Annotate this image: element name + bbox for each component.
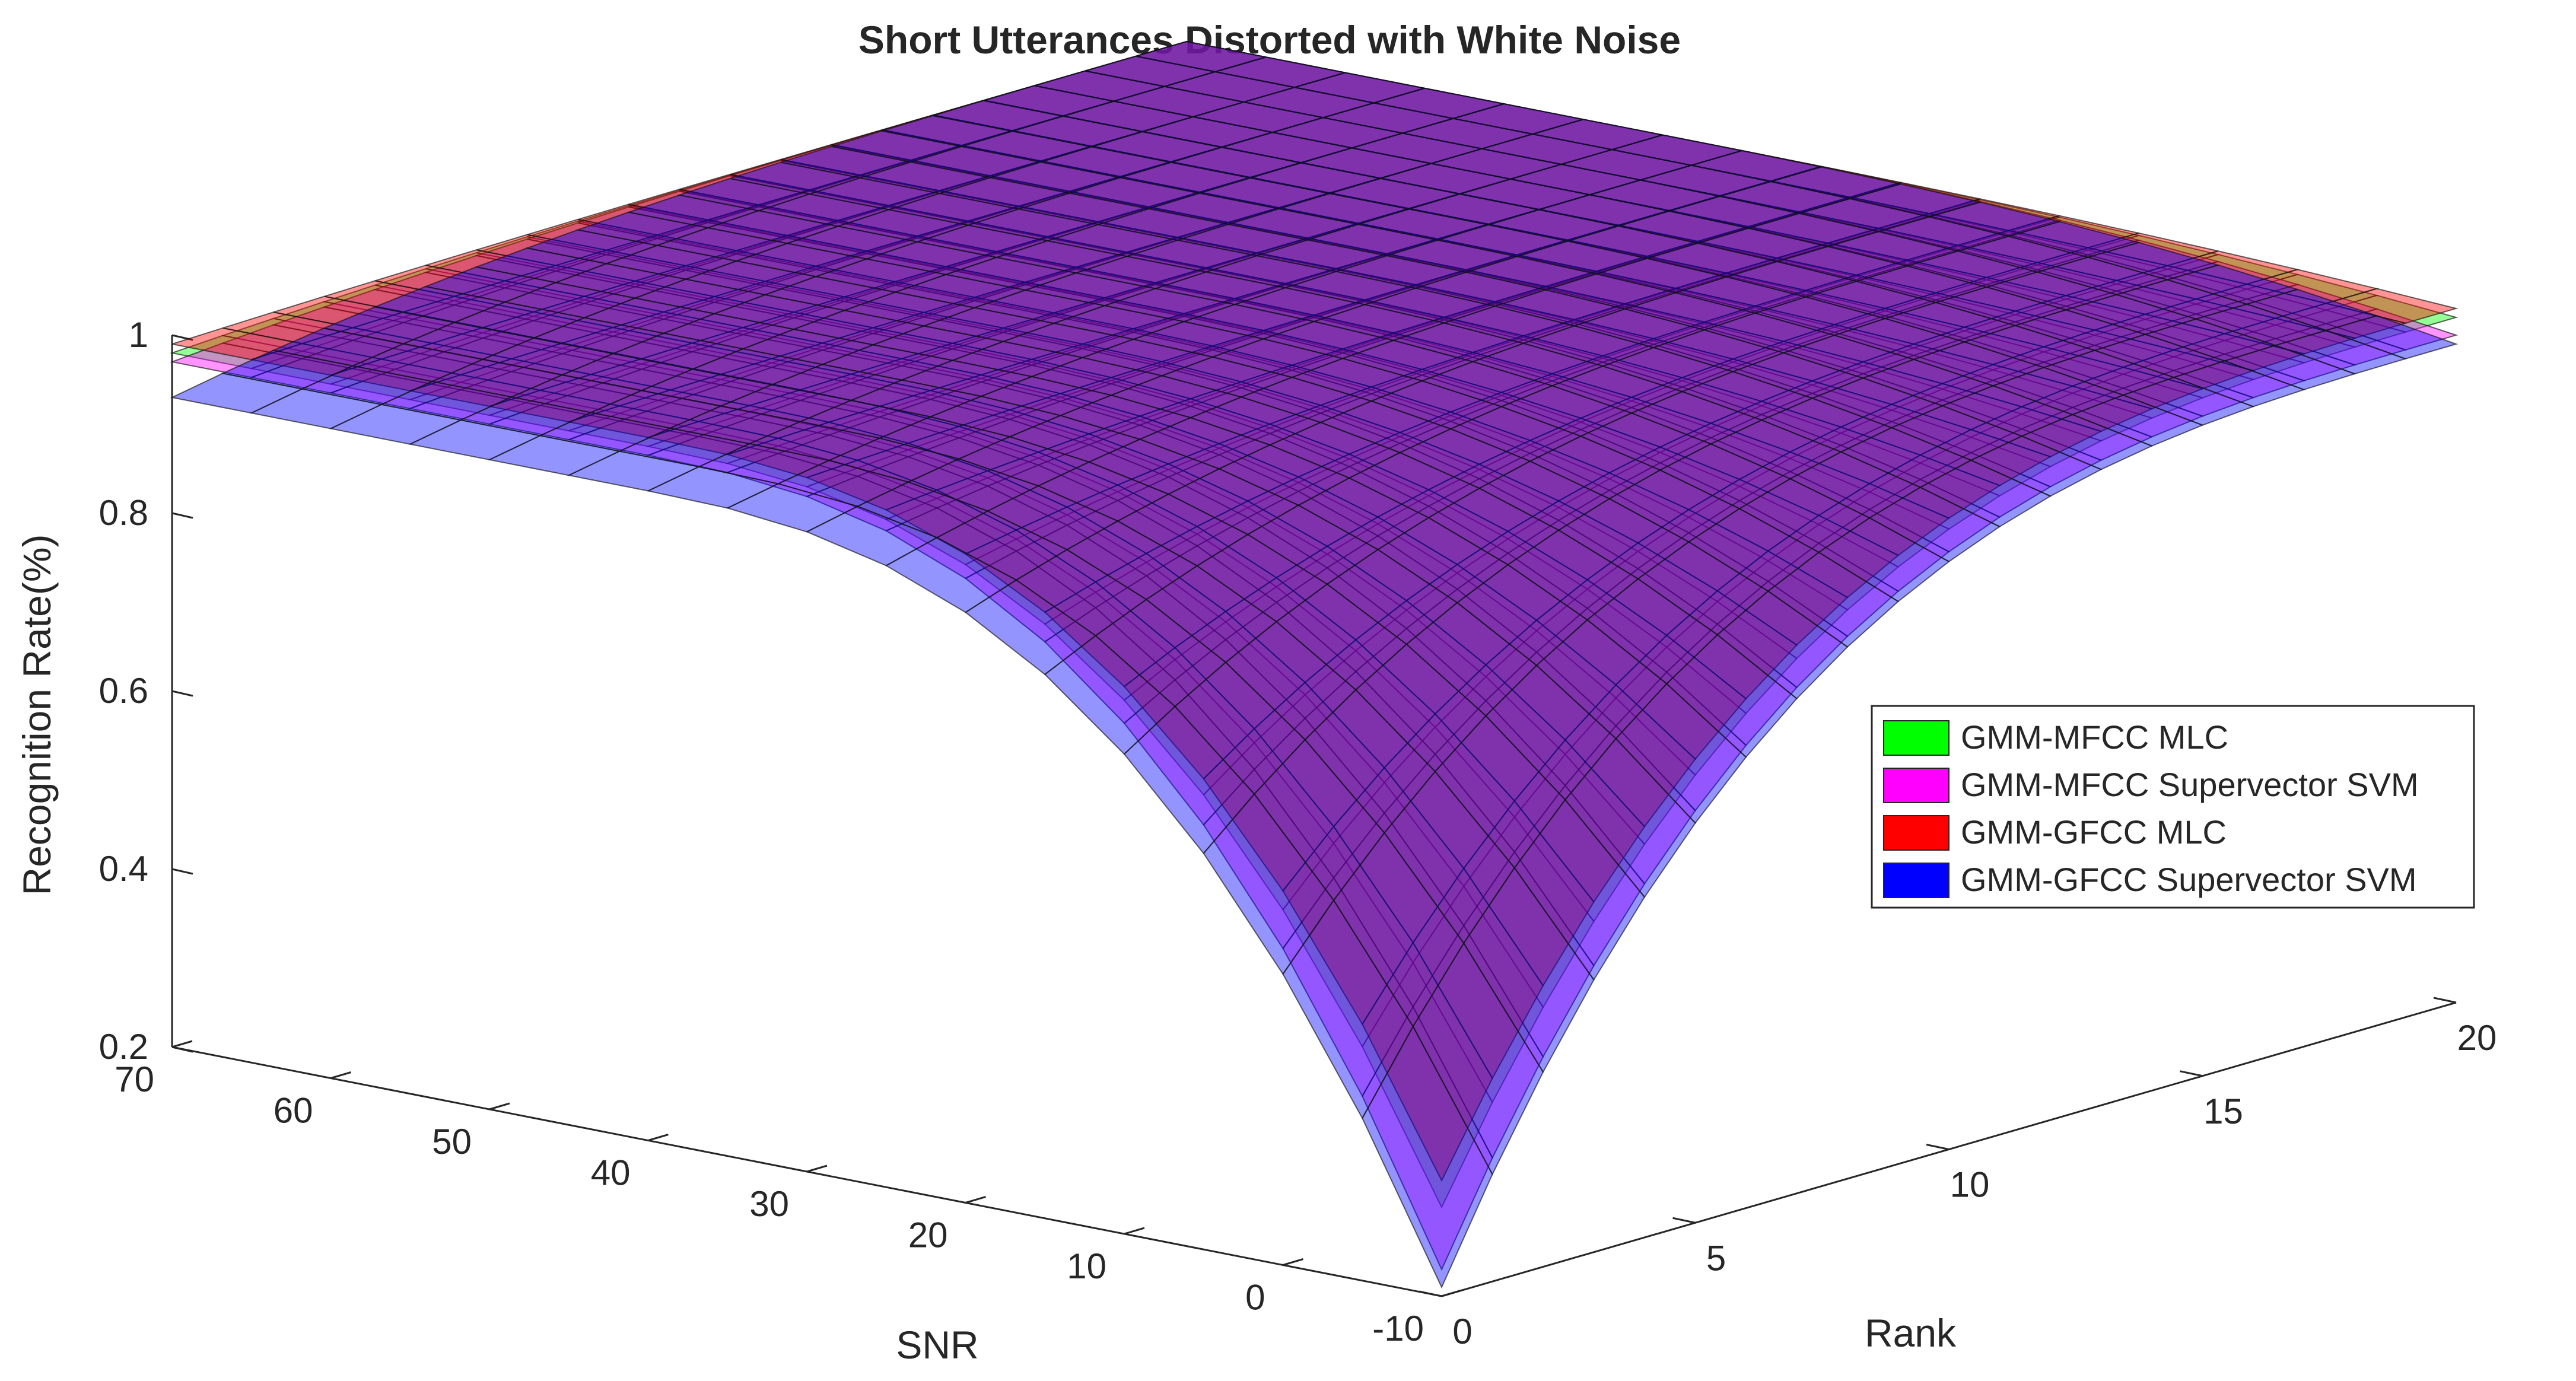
snr-tick-label: 50 (432, 1122, 472, 1162)
legend-label: GMM-GFCC Supervector SVM (1961, 861, 2417, 898)
surface-patch (1362, 961, 1493, 1209)
snr-tick-label: 40 (591, 1153, 631, 1193)
snr-tick-mark (1441, 1289, 1462, 1297)
legend-swatch (1883, 720, 1950, 756)
snr-tick-mark (330, 1071, 351, 1079)
legend-swatch (1883, 768, 1950, 803)
rank-tick-mark (2433, 997, 2457, 1004)
snr-tick-label: -10 (1372, 1309, 1424, 1348)
z-axis-label: Recognition Rate(%) (15, 534, 59, 896)
tick-labels: 0.2 0.4 0.6 0.8 1 -10 0 10 20 30 40 50 60 70 0 5 10 15 20 (99, 315, 2497, 1351)
snr-tick-label: 70 (115, 1059, 154, 1099)
rank-tick-mark (1419, 1290, 1442, 1297)
snr-tick-mark (171, 1040, 193, 1048)
snr-axis-label: SNR (896, 1323, 978, 1367)
rank-axis-label: Rank (1865, 1311, 1957, 1355)
rank-tick-label: 5 (1706, 1238, 1726, 1278)
snr-tick-label: 10 (1067, 1246, 1106, 1286)
snr-tick-mark (1124, 1227, 1145, 1235)
rank-tick-mark (1926, 1144, 1950, 1150)
rank-tick-label: 15 (2203, 1092, 2243, 1131)
z-tick-mark (171, 512, 193, 519)
snr-tick-mark (965, 1196, 986, 1204)
legend-swatch (1883, 863, 1950, 898)
legend-label: GMM-MFCC MLC (1961, 718, 2228, 756)
rank-tick-mark (2180, 1070, 2203, 1077)
snr-tick-label: 60 (273, 1091, 313, 1131)
snr-tick-label: 20 (908, 1215, 948, 1255)
rank-tick-label: 20 (2457, 1018, 2497, 1058)
z-tick-mark (171, 1046, 193, 1053)
z-tick-label: 0.4 (99, 849, 148, 889)
legend-box (1871, 705, 2475, 909)
surface-gmm-gfcc-supervector-svm (170, 40, 2459, 1289)
z-tick-mark (171, 868, 193, 875)
snr-tick-mark (648, 1134, 669, 1141)
surface-patch (1362, 1005, 1493, 1271)
snr-tick-mark (489, 1102, 510, 1110)
snr-tick-mark (806, 1164, 828, 1173)
snr-tick-mark (1283, 1258, 1303, 1266)
snr-tick-label: 30 (749, 1184, 789, 1224)
rank-tick-mark (1672, 1217, 1696, 1224)
rank-tick-label: 10 (1950, 1165, 1990, 1205)
snr-tick-label: 0 (1245, 1278, 1265, 1318)
surfaces (170, 40, 2459, 1289)
surface-patch (1362, 941, 1493, 1182)
axes (171, 334, 2457, 1297)
z-tick-label: 1 (129, 315, 148, 355)
legend-swatch (1883, 815, 1950, 851)
rank-tick-label: 0 (1452, 1312, 1472, 1351)
surface-patch (1362, 1025, 1493, 1289)
legend-label: GMM-MFCC Supervector SVM (1961, 766, 2419, 803)
chart-title: Short Utterances Distorted with White No… (858, 18, 1681, 62)
legend: GMM-MFCC MLC GMM-MFCC Supervector SVM GMM-… (1871, 705, 2475, 909)
z-tick-label: 0.2 (99, 1027, 148, 1067)
z-tick-mark (171, 690, 193, 697)
legend-label: GMM-GFCC MLC (1961, 813, 2227, 851)
z-tick-label: 0.6 (99, 671, 148, 711)
z-tick-label: 0.8 (99, 493, 148, 533)
